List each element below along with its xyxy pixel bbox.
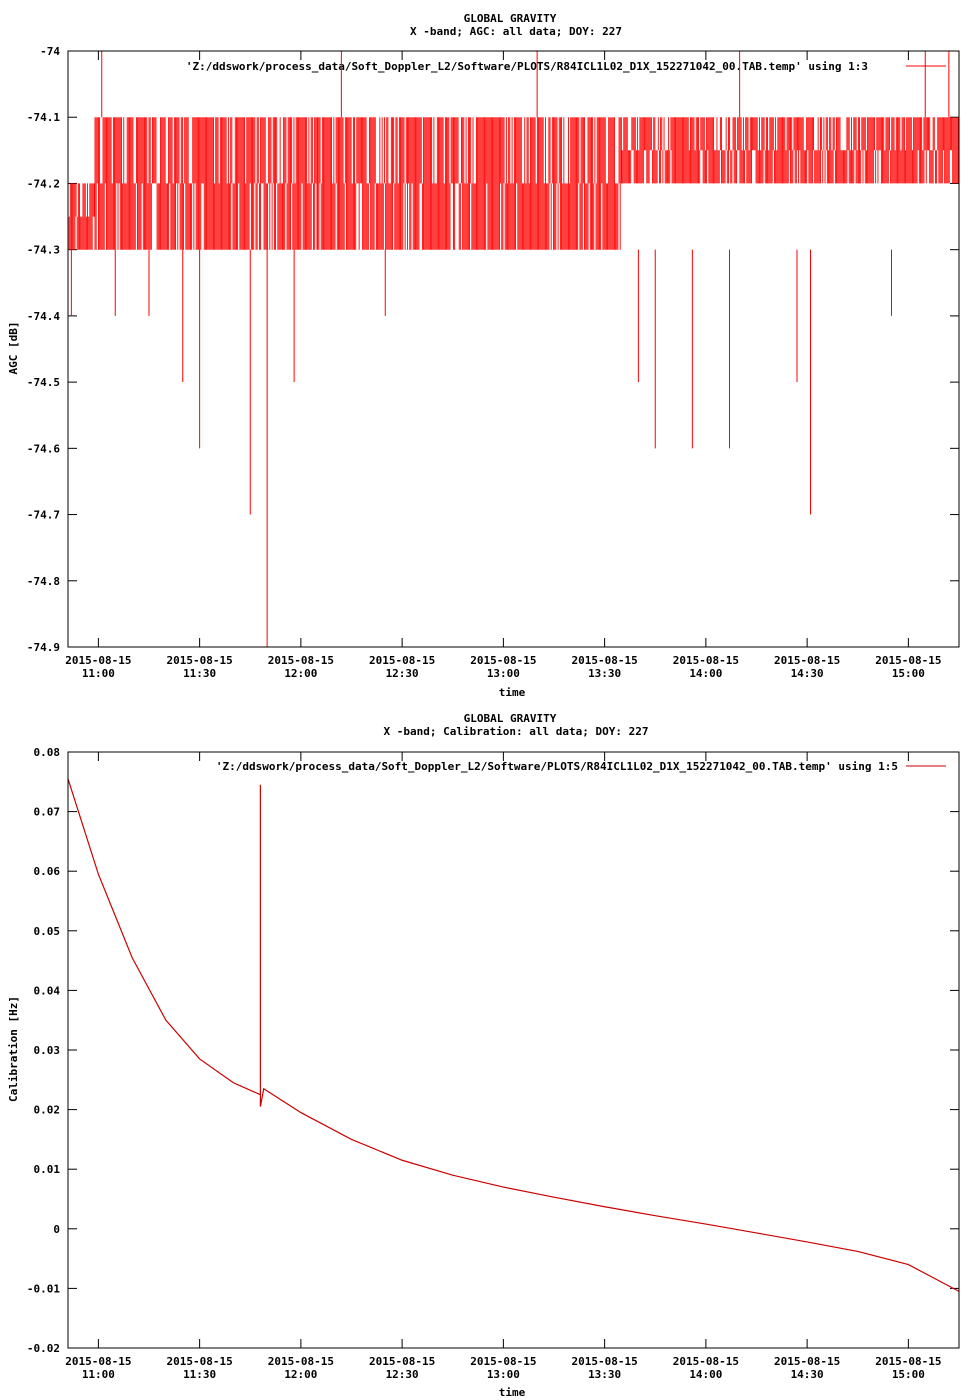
calibration-xtick-date: 2015-08-15: [167, 1355, 233, 1368]
agc-plot-frame: [67, 50, 960, 648]
calibration-chart-subtitle: X -band; Calibration: all data; DOY: 227: [384, 725, 649, 738]
agc-data-band: [317, 117, 622, 250]
agc-xtick-time: 14:00: [689, 667, 722, 680]
agc-xtick-time: 12:30: [386, 667, 419, 680]
calibration-xtick-time: 14:30: [791, 1368, 824, 1381]
agc-xtick-time: 14:30: [791, 667, 824, 680]
agc-xtick-date: 2015-08-15: [774, 654, 840, 667]
calibration-ytick-label: 0.04: [34, 984, 61, 997]
calibration-xtick-date: 2015-08-15: [875, 1355, 941, 1368]
agc-data-band: [621, 117, 959, 184]
calibration-xtick-date: 2015-08-15: [369, 1355, 435, 1368]
calibration-xtick-date: 2015-08-15: [268, 1355, 334, 1368]
agc-xtick-date: 2015-08-15: [268, 654, 334, 667]
calibration-ytick-label: 0.05: [34, 925, 61, 938]
calibration-ytick-label: 0: [53, 1223, 60, 1236]
agc-xtick-date: 2015-08-15: [572, 654, 638, 667]
calibration-ytick-label: 0.01: [34, 1163, 61, 1176]
agc-x-axis-label: time: [499, 686, 526, 699]
agc-xtick-time: 11:00: [82, 667, 115, 680]
calibration-xtick-date: 2015-08-15: [774, 1355, 840, 1368]
calibration-xtick-time: 12:00: [284, 1368, 317, 1381]
agc-ytick-label: -74.6: [27, 442, 60, 455]
agc-xtick-date: 2015-08-15: [875, 654, 941, 667]
agc-xtick-date: 2015-08-15: [65, 654, 131, 667]
calibration-xtick-time: 13:00: [487, 1368, 520, 1381]
agc-ytick-label: -74: [40, 45, 60, 58]
agc-xtick-date: 2015-08-15: [167, 654, 233, 667]
agc-ytick-label: -74.5: [27, 376, 60, 389]
calibration-ytick-label: 0.07: [34, 806, 61, 819]
agc-xtick-date: 2015-08-15: [369, 654, 435, 667]
agc-xtick-time: 13:00: [487, 667, 520, 680]
agc-xtick-date: 2015-08-15: [470, 654, 536, 667]
agc-data-band: [94, 117, 318, 250]
calibration-legend-label: 'Z:/ddswork/process_data/Soft_Doppler_L2…: [216, 760, 898, 773]
agc-xtick-time: 13:30: [588, 667, 621, 680]
agc-y-axis-label: AGC [dB]: [7, 322, 20, 375]
calibration-xtick-time: 14:00: [689, 1368, 722, 1381]
calibration-ytick-label: 0.03: [34, 1044, 61, 1057]
agc-data-band: [67, 183, 95, 250]
agc-ytick-label: -74.4: [27, 310, 60, 323]
calibration-x-axis-label: time: [499, 1386, 526, 1399]
agc-ytick-label: -74.3: [27, 244, 60, 257]
calibration-ytick-label: -0.02: [27, 1342, 60, 1355]
calibration-xtick-time: 11:00: [82, 1368, 115, 1381]
agc-ytick-label: -74.1: [27, 111, 60, 124]
calibration-ytick-label: 0.08: [34, 746, 61, 759]
agc-chart: GLOBAL GRAVITY X -band; AGC: all data; D…: [7, 12, 960, 699]
calibration-plot-frame: [67, 751, 960, 1349]
calibration-xtick-date: 2015-08-15: [572, 1355, 638, 1368]
calibration-xtick-date: 2015-08-15: [65, 1355, 131, 1368]
agc-xtick-date: 2015-08-15: [673, 654, 739, 667]
calibration-ytick-label: 0.02: [34, 1104, 61, 1117]
calibration-ytick-label: 0.06: [34, 865, 61, 878]
calibration-chart: GLOBAL GRAVITY X -band; Calibration: all…: [7, 712, 960, 1399]
agc-chart-subtitle: X -band; AGC: all data; DOY: 227: [410, 25, 622, 38]
calibration-xtick-time: 15:00: [892, 1368, 925, 1381]
calibration-xtick-time: 13:30: [588, 1368, 621, 1381]
agc-ytick-label: -74.8: [27, 575, 60, 588]
calibration-ytick-label: -0.01: [27, 1282, 60, 1295]
agc-xtick-time: 11:30: [183, 667, 216, 680]
agc-xtick-time: 12:00: [284, 667, 317, 680]
agc-ytick-label: -74.2: [27, 177, 60, 190]
agc-ytick-label: -74.7: [27, 509, 60, 522]
calibration-xtick-time: 12:30: [386, 1368, 419, 1381]
calibration-xtick-date: 2015-08-15: [673, 1355, 739, 1368]
calibration-chart-title: GLOBAL GRAVITY: [464, 712, 557, 725]
agc-chart-title: GLOBAL GRAVITY: [464, 12, 557, 25]
calibration-xtick-time: 11:30: [183, 1368, 216, 1381]
agc-legend-label: 'Z:/ddswork/process_data/Soft_Doppler_L2…: [186, 60, 868, 73]
calibration-data-line: [67, 778, 960, 1292]
calibration-y-axis-label: Calibration [Hz]: [7, 996, 20, 1102]
calibration-xtick-date: 2015-08-15: [470, 1355, 536, 1368]
agc-ytick-label: -74.9: [27, 641, 60, 654]
agc-xtick-time: 15:00: [892, 667, 925, 680]
